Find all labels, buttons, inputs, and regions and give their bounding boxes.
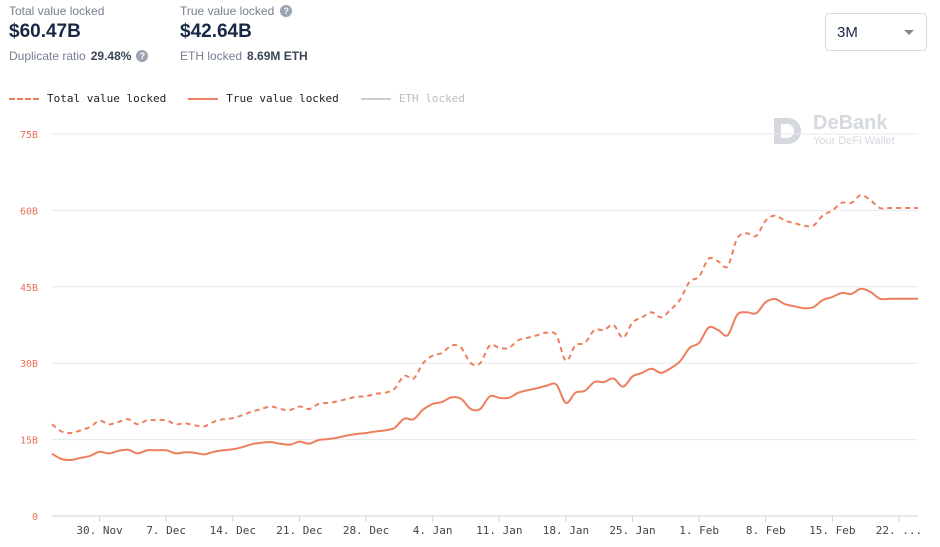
true-label-row: True value locked ?: [180, 4, 351, 18]
help-icon[interactable]: ?: [280, 5, 293, 17]
legend-item-eth[interactable]: ETH locked: [360, 92, 466, 105]
legend-item-tvl[interactable]: Total value locked: [9, 92, 166, 105]
debank-watermark: DeBank Your DeFi Wallet: [771, 113, 895, 148]
watermark-tagline: Your DeFi Wallet: [813, 135, 895, 147]
x-tick-label: 7. Dec: [146, 524, 186, 537]
watermark-text: DeBank Your DeFi Wallet: [813, 113, 895, 148]
x-tick-label: 15. Feb: [809, 524, 855, 537]
legend-label: ETH locked: [398, 92, 466, 105]
range-select[interactable]: 3M: [825, 13, 927, 51]
true-label: True value locked: [180, 4, 275, 18]
x-tick-label: 11. Jan: [476, 524, 522, 537]
eth-label: ETH locked: [180, 49, 243, 63]
duplicate-ratio: Duplicate ratio 29.48% ?: [9, 49, 180, 63]
x-tick-label: 14. Dec: [210, 524, 256, 537]
debank-logo-icon: [774, 117, 801, 144]
tvl-value: $60.47B: [9, 21, 81, 42]
series-line-total-value-locked: [51, 194, 918, 435]
watermark-name: DeBank: [813, 112, 888, 134]
x-tick-label: 8. Feb: [746, 524, 786, 537]
tvl-label: Total value locked: [9, 4, 105, 18]
x-tick-label: 25. Jan: [609, 524, 655, 537]
dup-value: 29.48%: [90, 49, 132, 63]
y-tick-label: 15B: [20, 436, 38, 447]
y-tick-label: 60B: [20, 206, 38, 217]
true-value: $42.64B: [180, 21, 252, 42]
legend-label: Total value locked: [47, 92, 167, 105]
chevron-down-icon: [904, 29, 914, 35]
dup-label: Duplicate ratio: [9, 49, 86, 63]
legend-label: True value locked: [226, 92, 339, 105]
legend-swatch-solid: [188, 97, 219, 100]
tvl-stat: Total value locked $60.47B Duplicate rat…: [9, 4, 180, 63]
eth-locked: ETH locked 8.69M ETH: [180, 49, 351, 63]
x-tick-label: 30. Nov: [76, 524, 123, 537]
help-icon[interactable]: ?: [136, 50, 149, 62]
x-tick-label: 1. Feb: [679, 524, 719, 537]
y-tick-label: 45B: [20, 283, 38, 294]
y-tick-label: 30B: [20, 359, 38, 370]
stats-panel: Total value locked $60.47B Duplicate rat…: [9, 4, 351, 63]
chart-legend: Total value locked True value locked ETH…: [9, 92, 465, 105]
eth-value: 8.69M ETH: [247, 49, 308, 63]
range-selected: 3M: [837, 23, 858, 41]
series-line-true-value-locked: [51, 287, 918, 462]
x-tick-label: 28. Dec: [343, 524, 389, 537]
legend-item-true[interactable]: True value locked: [188, 92, 339, 105]
true-value-stat: True value locked ? $42.64B ETH locked 8…: [180, 4, 351, 63]
y-tick-label: 0: [32, 512, 38, 523]
x-tick-label: 18. Jan: [543, 524, 589, 537]
x-tick-label: 21. Dec: [276, 524, 322, 537]
legend-swatch-dashed: [9, 97, 39, 100]
x-tick-label: 22. ...: [876, 524, 922, 537]
legend-swatch-grey: [360, 97, 391, 100]
x-tick-label: 4. Jan: [413, 524, 453, 537]
y-tick-label: 75B: [20, 130, 38, 141]
